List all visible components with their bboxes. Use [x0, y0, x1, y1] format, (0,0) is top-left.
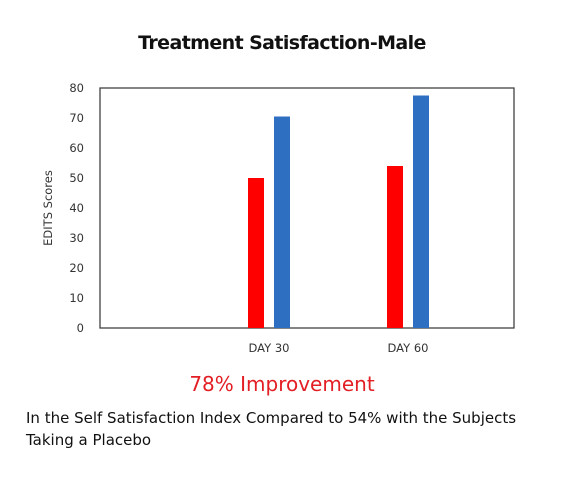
plot-frame [99, 87, 515, 329]
y-tick-label-80: 80 [69, 81, 84, 95]
y-axis-label: EDITS Scores [41, 170, 55, 246]
x-category-label-day-30: DAY 30 [249, 341, 290, 355]
y-tick-label-70: 70 [69, 111, 84, 125]
x-category-label-day-60: DAY 60 [388, 341, 429, 355]
bar-series-1-day-30 [248, 178, 264, 328]
y-tick-label-50: 50 [69, 171, 84, 185]
y-tick-label-40: 40 [69, 201, 84, 215]
y-tick-label-20: 20 [69, 261, 84, 275]
bar-series-2-day-60 [413, 95, 429, 328]
bar-chart: 0 10 20 30 40 50 60 70 80 EDITS Scores DAY 30 DAY 6… [41, 81, 515, 355]
improvement-headline: 78% Improvement [189, 372, 375, 396]
y-tick-label-60: 60 [69, 141, 84, 155]
y-tick-label-0: 0 [77, 321, 84, 335]
bar-series-2-day-30 [274, 116, 290, 328]
improvement-caption: In the Self Satisfaction Index Compared … [26, 409, 517, 449]
y-tick-label-30: 30 [69, 231, 84, 245]
bar-series-1-day-60 [387, 166, 403, 328]
y-tick-label-10: 10 [69, 291, 84, 305]
chart-title: Treatment Satisfaction-Male [138, 32, 426, 54]
